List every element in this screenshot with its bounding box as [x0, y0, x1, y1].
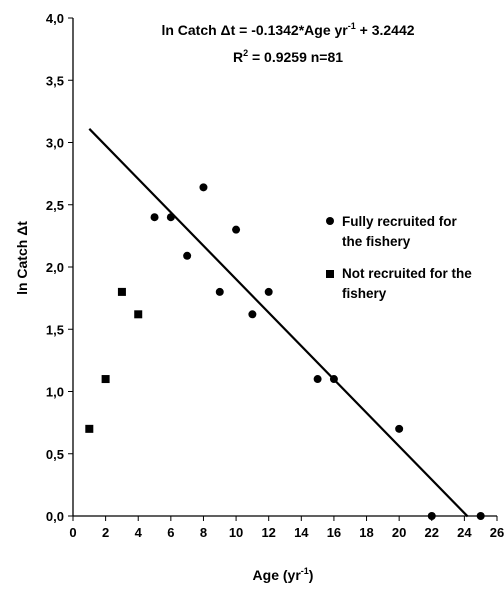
legend-label-not-recruited-line-1: Not recruited for the — [342, 266, 472, 281]
data-point-fully-recruited — [427, 512, 436, 520]
legend: Fully recruited for the fishery Not recr… — [326, 214, 472, 301]
x-tick-label: 0 — [69, 525, 76, 540]
regression-equation: ln Catch Δt = -0.1342*Age yr-1 + 3.2442 — [161, 21, 414, 38]
data-point-not-recruited — [117, 287, 126, 296]
data-point-fully-recruited — [264, 287, 273, 296]
y-tick-label: 3,0 — [46, 136, 64, 151]
y-tick-label: 0,5 — [46, 447, 64, 462]
data-point-fully-recruited — [476, 512, 485, 520]
legend-label-fully-recruited-line-2: the fishery — [342, 234, 411, 249]
y-tick-label: 3,5 — [46, 73, 64, 88]
regression-line — [88, 128, 469, 518]
data-point-not-recruited — [101, 375, 110, 384]
x-tick-label: 26 — [490, 525, 504, 540]
y-tick-label: 2,5 — [46, 198, 64, 213]
regression — [88, 128, 469, 518]
x-tick-label: 2 — [102, 525, 109, 540]
x-tick-label: 8 — [200, 525, 207, 540]
x-tick-label: 12 — [261, 525, 275, 540]
y-axis-title: ln Catch Δt — [14, 221, 30, 295]
data-point-fully-recruited — [199, 183, 208, 192]
y-tick-label: 2,0 — [46, 260, 64, 275]
x-tick-label: 4 — [135, 525, 143, 540]
x-tick-label: 10 — [229, 525, 243, 540]
data-point-fully-recruited — [166, 213, 175, 222]
data-point-fully-recruited — [395, 424, 404, 433]
x-tick-label: 20 — [392, 525, 406, 540]
ticks: 0 2 4 6 8 10 12 14 16 18 20 22 24 260,00,51,01,52,02,… — [46, 11, 504, 540]
data-point-fully-recruited — [215, 287, 224, 296]
legend-label-not-recruited-line-2: fishery — [342, 286, 387, 301]
data-point-not-recruited — [134, 310, 143, 319]
data-point-fully-recruited — [329, 375, 338, 384]
y-tick-label: 4,0 — [46, 11, 64, 26]
data-point-not-recruited — [85, 424, 94, 433]
data-point-fully-recruited — [313, 375, 322, 384]
x-tick-label: 18 — [359, 525, 373, 540]
data-point-fully-recruited — [150, 213, 159, 222]
x-tick-label: 16 — [327, 525, 341, 540]
r-squared-label: R2 = 0.9259 n=81 — [233, 48, 343, 65]
x-tick-label: 22 — [425, 525, 439, 540]
y-tick-label: 0,0 — [46, 509, 64, 524]
data-points — [85, 183, 485, 520]
x-axis-title: Age (yr-1) — [253, 566, 314, 583]
data-point-fully-recruited — [248, 310, 257, 319]
x-tick-label: 6 — [167, 525, 174, 540]
data-point-fully-recruited — [232, 225, 241, 234]
data-point-fully-recruited — [183, 251, 192, 260]
x-tick-label: 14 — [294, 525, 309, 540]
legend-circle-marker — [326, 217, 334, 225]
y-tick-label: 1,0 — [46, 385, 64, 400]
y-tick-label: 1,5 — [46, 322, 64, 337]
legend-label-fully-recruited-line-1: Fully recruited for — [342, 214, 458, 229]
legend-square-marker — [326, 270, 334, 278]
x-tick-label: 24 — [457, 525, 472, 540]
